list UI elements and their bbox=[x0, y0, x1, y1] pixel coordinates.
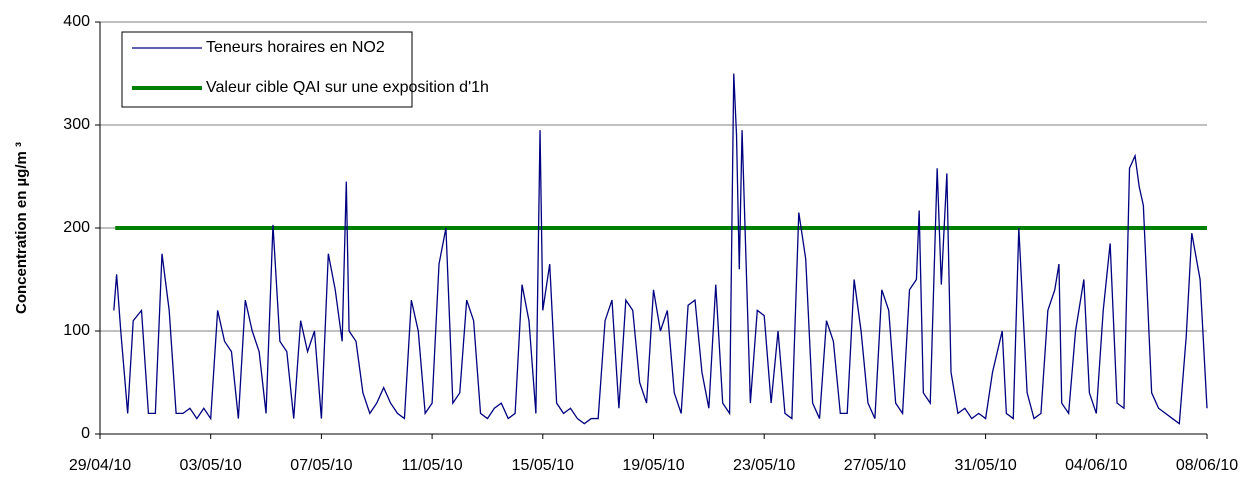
y-tick-label: 100 bbox=[63, 322, 90, 339]
y-tick-label: 300 bbox=[63, 116, 90, 133]
y-tick-label: 0 bbox=[81, 425, 90, 442]
y-tick-label: 200 bbox=[63, 219, 90, 236]
y-axis-label: Concentration en µg/m ³ bbox=[13, 142, 30, 314]
x-tick-label: 07/05/10 bbox=[290, 457, 352, 474]
y-tick-label: 400 bbox=[63, 13, 90, 30]
x-tick-label: 31/05/10 bbox=[954, 457, 1016, 474]
x-tick-label: 29/04/10 bbox=[69, 457, 131, 474]
x-tick-label: 19/05/10 bbox=[622, 457, 684, 474]
data-line bbox=[113, 73, 1208, 425]
legend-label: Teneurs horaires en NO2 bbox=[206, 39, 385, 56]
x-tick-label: 08/06/10 bbox=[1176, 457, 1238, 474]
x-tick-label: 11/05/10 bbox=[402, 457, 463, 474]
x-tick-label: 23/05/10 bbox=[733, 457, 795, 474]
legend-box bbox=[121, 31, 413, 108]
x-tick-label: 27/05/10 bbox=[844, 457, 906, 474]
legend-label: Valeur cible QAI sur une exposition d'1h bbox=[206, 79, 489, 96]
x-tick-label: 15/05/10 bbox=[512, 457, 574, 474]
x-tick-label: 03/05/10 bbox=[180, 457, 242, 474]
x-tick-label: 04/06/10 bbox=[1065, 457, 1127, 474]
